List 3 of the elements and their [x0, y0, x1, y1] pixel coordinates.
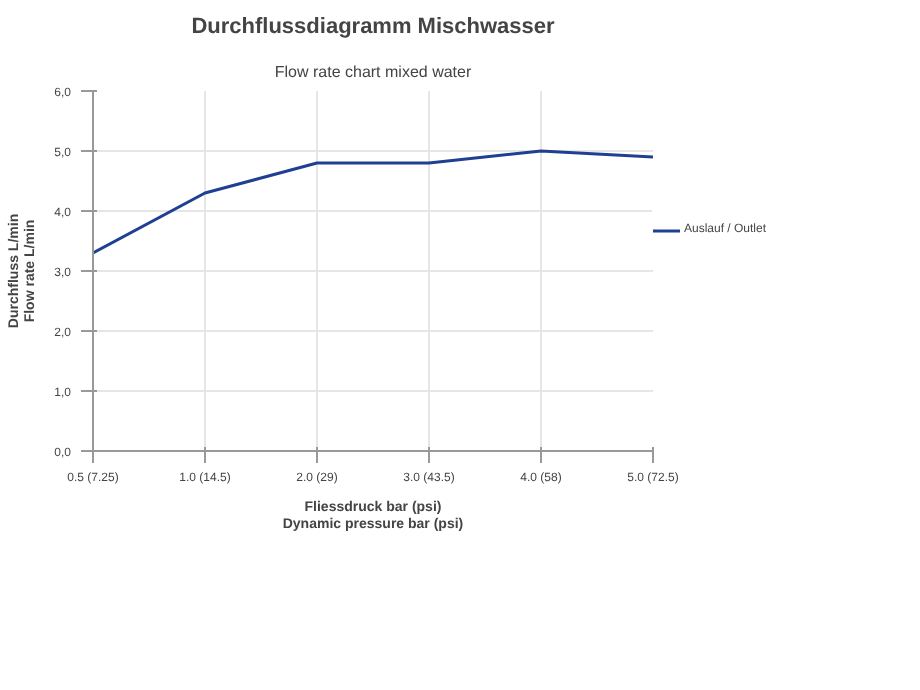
chart-title: Durchflussdiagramm Mischwasser [191, 15, 556, 39]
chart-subtitle: Flow rate chart mixed water [274, 63, 472, 81]
line-series [93, 149, 653, 255]
